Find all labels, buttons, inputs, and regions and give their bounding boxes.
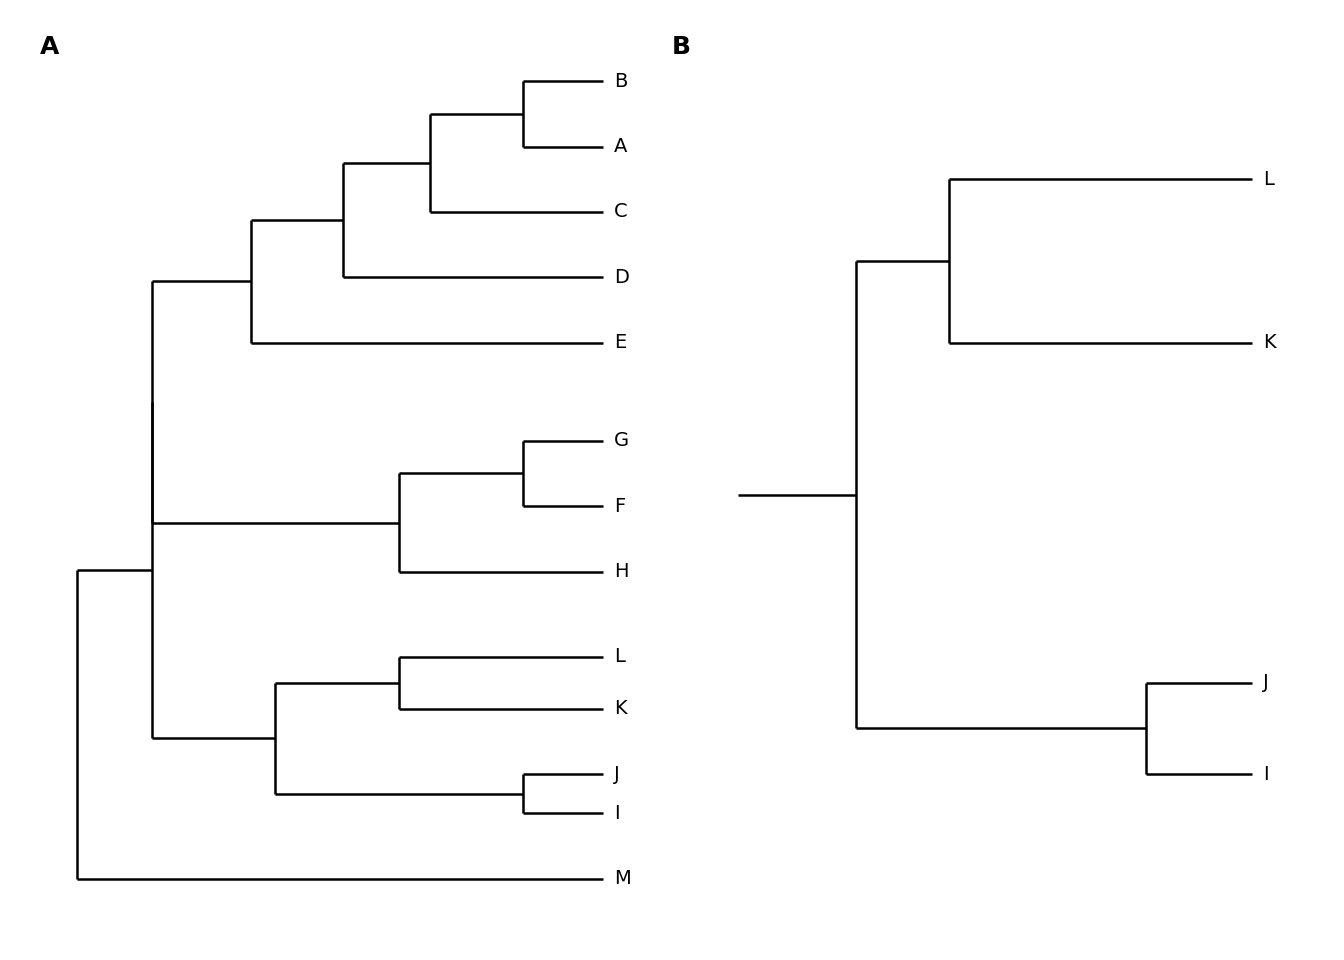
Text: B: B xyxy=(672,36,691,60)
Text: F: F xyxy=(614,496,625,516)
Text: G: G xyxy=(614,431,629,450)
Text: J: J xyxy=(614,765,620,783)
Text: A: A xyxy=(40,36,59,60)
Text: M: M xyxy=(614,870,630,888)
Text: K: K xyxy=(614,700,626,718)
Text: L: L xyxy=(614,647,625,666)
Text: B: B xyxy=(614,72,628,90)
Text: H: H xyxy=(614,562,629,581)
Text: E: E xyxy=(614,333,626,352)
Text: J: J xyxy=(1263,673,1269,692)
Text: D: D xyxy=(614,268,629,287)
Text: I: I xyxy=(1263,765,1269,783)
Text: A: A xyxy=(614,137,628,156)
Text: K: K xyxy=(1263,333,1275,352)
Text: I: I xyxy=(614,804,620,823)
Text: L: L xyxy=(1263,170,1274,189)
Text: C: C xyxy=(614,203,628,222)
